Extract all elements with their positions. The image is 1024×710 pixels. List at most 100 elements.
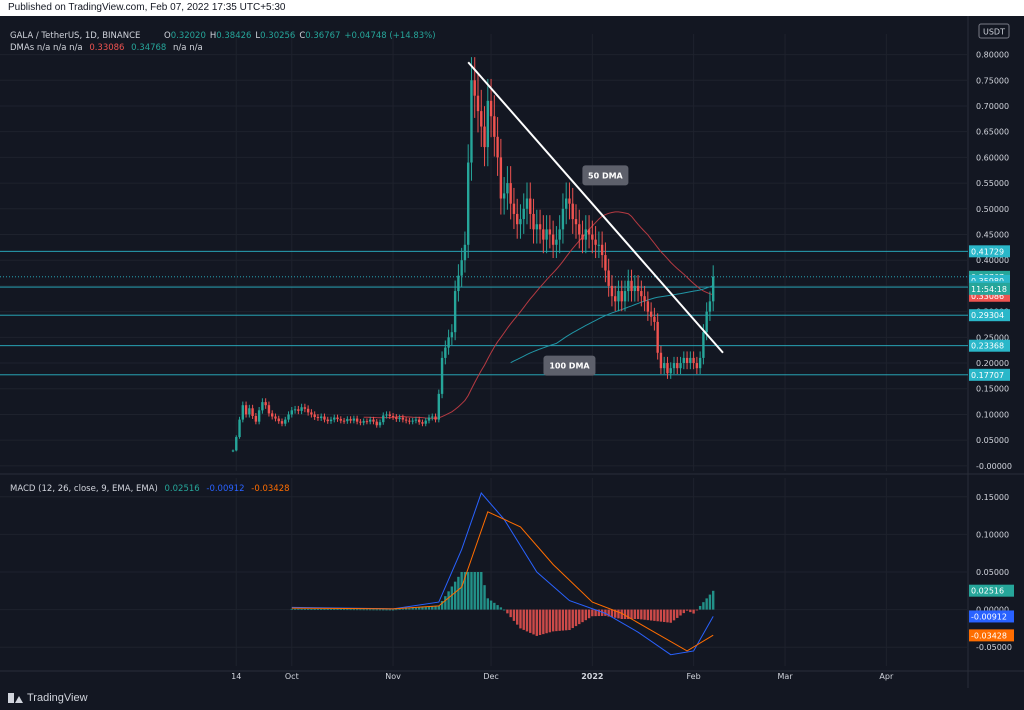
macd-histogram-bar [512,609,516,621]
candle-body [555,239,558,245]
candle-body [663,363,666,369]
candle-body [640,291,643,297]
macd-histogram-bar [447,591,450,610]
macd-tick-label: 0.15000 [976,493,1009,502]
dma-prefix: DMAs n/a n/a n/a [10,43,83,53]
trendline[interactable] [467,61,724,354]
candle-body [434,416,437,420]
candle-body [424,420,427,424]
candle-body [529,198,532,214]
macd-histogram-bar [535,609,538,636]
macd-histogram-bar [378,609,382,611]
macd-label: MACD (12, 26, close, 9, EMA, EMA) [10,484,158,494]
macd-histogram-bar [476,572,480,610]
candle-body [310,412,313,415]
candle-body [525,198,529,209]
macd-histogram-bar [489,600,493,610]
macd-histogram-bar [614,609,617,618]
macd-histogram-bar [502,609,506,611]
macd-signal-line [291,511,714,652]
candle-body [584,229,587,240]
macd-histogram-bar [444,596,447,610]
candle-body [359,421,362,423]
macd-histogram-bar [656,609,659,622]
macd-histogram-bar [355,609,359,611]
trading-chart[interactable]: 50 DMA 100 DMA 0.80000 0.75000 0.70000 0.650… [0,16,1024,688]
candle-body [333,417,336,420]
price-tick-label: -0.00000 [976,462,1012,471]
candle-body [506,183,509,194]
candle-body [643,296,646,302]
candle-body [421,422,424,424]
time-tick-label: Apr [879,672,894,681]
candle-body [656,321,659,353]
candle-body [238,419,241,438]
candle-body [591,234,594,240]
macd-histogram-bar [659,609,663,622]
brand-label: TradingView [27,692,88,704]
macd-histogram-bar [333,609,336,610]
macd-histogram-bar [349,609,352,611]
macd-histogram-bar [359,609,362,611]
candle-body [532,213,535,230]
candle-body [509,183,512,204]
candle-body [450,332,454,338]
macd-value-badge [969,584,1014,597]
macd-histogram-bar [316,609,320,610]
candle-body [369,419,372,422]
macd-histogram-bar [385,609,388,611]
candle-body [502,193,506,199]
candle-body [522,208,525,220]
candle-body [408,420,411,422]
candle-body [274,416,277,419]
candle-body [440,357,444,394]
macd-histogram-bar [640,609,643,620]
macd-histogram-bar [404,608,408,610]
candle-body [483,126,486,148]
macd-histogram-bar [689,609,692,613]
candle-body [375,421,378,426]
currency-badge[interactable]: USDT [978,23,1010,39]
price-tick-label: 0.05000 [976,436,1009,445]
published-text: Published on TradingView.com, Feb 07, 20… [8,2,286,13]
price-axis[interactable]: 0.80000 0.75000 0.70000 0.65000 0.60000 0.550… [969,51,1014,653]
candle-body [293,409,297,411]
time-tick-label: Oct [285,672,299,681]
candle-body [277,418,280,422]
candle-body [362,421,365,423]
tradingview-logo[interactable]: TradingView [8,692,88,704]
time-axis[interactable]: 14 Oct Nov Dec 2022 Feb Mar Apr [231,672,894,681]
candle-body [251,408,254,416]
dma-value-50: 0.33086 [89,43,124,53]
macd-histogram-bar [499,607,503,610]
macd-histogram-bar [369,609,372,611]
time-tick-label: Nov [385,672,401,681]
macd-histogram-bar [653,609,656,621]
macd-histogram-bar [561,609,565,631]
candle-body [231,450,235,452]
candle-body [437,393,440,420]
candle-body [414,419,418,421]
candle-body [326,419,329,422]
horizontal-levels [0,250,968,376]
macd-histogram-bar [617,609,620,619]
candle-body [705,311,708,333]
candle-body [385,414,388,416]
candle-body [313,414,316,418]
macd-histogram-bar [529,609,532,633]
macd-histogram-bar [303,608,307,610]
candle-body [649,311,653,317]
candle-body [303,407,307,409]
macd-histogram-bar [708,594,712,610]
candle-body [620,291,623,302]
macd-histogram-bar [545,609,548,634]
price-level-label: 0.41729 [971,247,1004,256]
candle-body [698,357,702,369]
macd-histogram-bar [551,609,555,632]
macd-histogram-bar [437,605,440,610]
candle-body [669,368,672,374]
candle-body [323,416,326,420]
price-tick-label: 0.65000 [976,128,1009,137]
candle-body [267,405,271,414]
countdown-label: 11:54:18 [971,285,1007,294]
